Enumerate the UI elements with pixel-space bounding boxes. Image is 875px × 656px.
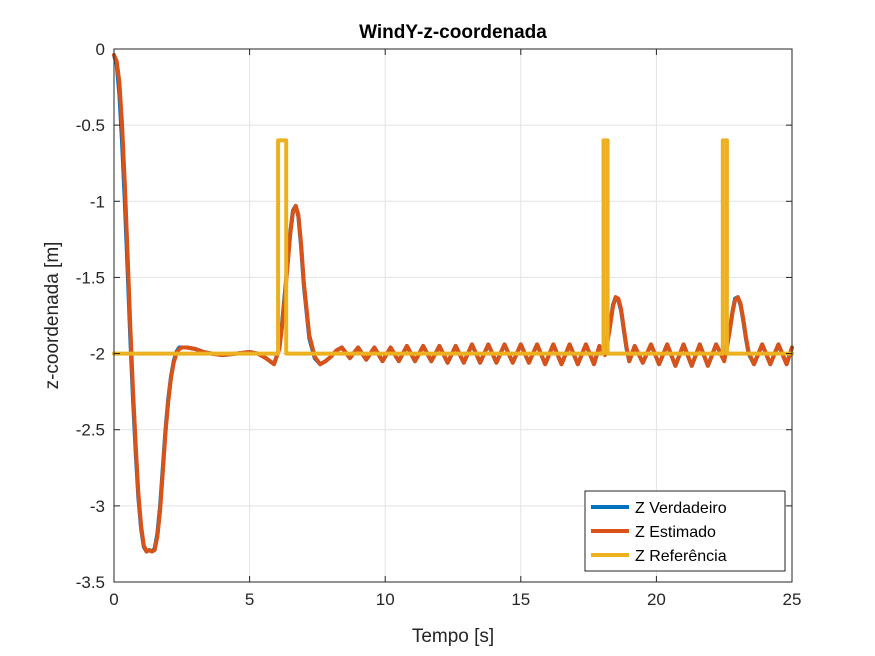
y-tick-label: 0 [96, 40, 105, 59]
chart-title: WindY-z-coordenada [359, 22, 547, 43]
series-line-3 [112, 138, 794, 356]
y-tick-label: -0.5 [76, 116, 105, 135]
legend-entry: Z Estimado [635, 524, 716, 541]
y-tick-label: -2.5 [76, 421, 105, 440]
legend-entry: Z Referência [635, 548, 727, 565]
y-tick-label: -3.5 [76, 573, 105, 592]
x-axis-label: Tempo [s] [412, 626, 494, 647]
y-axis-label: z-coordenada [m] [42, 242, 63, 390]
series-layer [112, 53, 794, 554]
y-tick-label: -1 [90, 192, 105, 211]
y-tick-label: -1.5 [76, 268, 105, 287]
legend: Z Verdadeiro Z Estimado Z Referência [584, 490, 786, 572]
plot-frame [113, 48, 793, 583]
y-tick-label: -2 [90, 345, 105, 364]
x-tick-label: 0 [109, 590, 118, 609]
ticks: 0 5 10 15 20 25 0 -0.5 -1 -1.5 -2 -2.5 -3 -3.5 [76, 40, 802, 609]
x-tick-label: 15 [511, 590, 530, 609]
x-tick-label: 10 [376, 590, 395, 609]
x-tick-label: 5 [245, 590, 254, 609]
y-tick-label: -3 [90, 497, 105, 516]
x-tick-label: 20 [647, 590, 666, 609]
x-tick-label: 25 [783, 590, 802, 609]
legend-entry: Z Verdadeiro [635, 500, 727, 517]
